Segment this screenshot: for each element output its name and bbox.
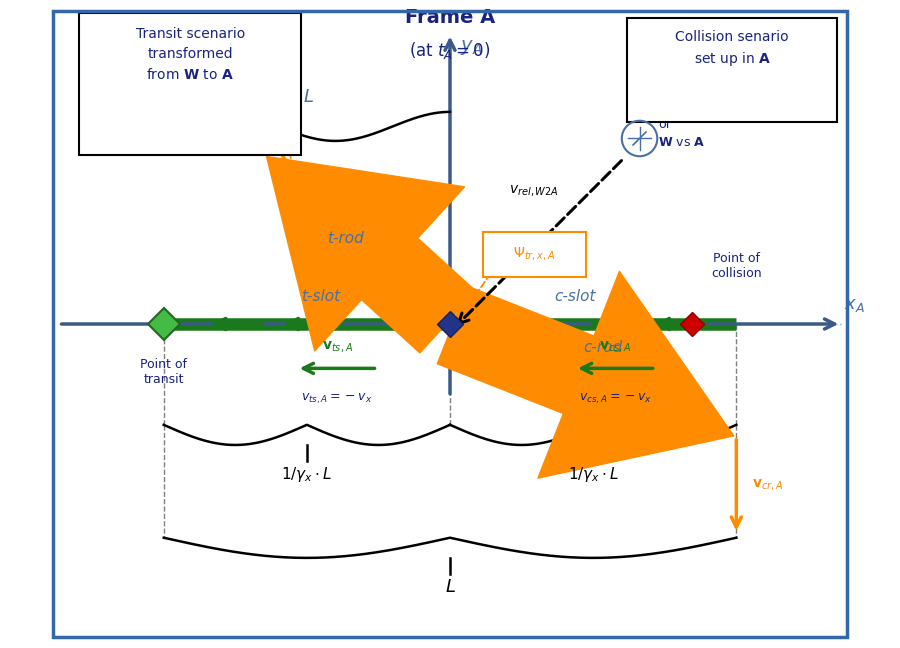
Text: Transit scenario
transformed
from $\mathbf{W}$ to $\mathbf{A}$: Transit scenario transformed from $\math… — [136, 27, 245, 82]
Text: t-rod: t-rod — [327, 231, 364, 246]
Text: (at $\mathit{t}_A = 0$): (at $\mathit{t}_A = 0$) — [410, 40, 490, 61]
FancyBboxPatch shape — [483, 232, 586, 277]
Text: $\mathbf{v}_{ts,A}$: $\mathbf{v}_{ts,A}$ — [321, 340, 353, 354]
Text: $\mathbf{v}_{cr,A}$: $\mathbf{v}_{cr,A}$ — [752, 478, 784, 493]
Text: $v_{cs,A} = - v_x$: $v_{cs,A} = - v_x$ — [579, 391, 652, 406]
Text: $\Psi_{tr,x,A}$: $\Psi_{tr,x,A}$ — [513, 246, 556, 262]
Text: Line of
relative
motion
of
$\mathbf{W}$ vs $\mathbf{A}$: Line of relative motion of $\mathbf{W}$ … — [658, 66, 706, 149]
Text: $x_A$: $x_A$ — [843, 296, 865, 314]
Text: $1/\gamma_x \cdot L$: $1/\gamma_x \cdot L$ — [568, 465, 618, 484]
Text: $\mathbf{v}_{cs,A}$: $\mathbf{v}_{cs,A}$ — [599, 340, 632, 354]
Text: $\mathbf{v}_{tr,A}$: $\mathbf{v}_{tr,A}$ — [212, 139, 243, 154]
Text: $\mathbf{\mathit{v}}_{rel,W2A}$: $\mathbf{\mathit{v}}_{rel,W2A}$ — [509, 184, 559, 199]
Text: c-slot: c-slot — [554, 290, 596, 305]
Text: t-slot: t-slot — [302, 290, 340, 305]
FancyBboxPatch shape — [627, 17, 837, 122]
Text: $y_A$: $y_A$ — [461, 38, 483, 56]
Text: $\pi/2$: $\pi/2$ — [272, 87, 294, 102]
Text: $L$: $L$ — [303, 88, 314, 106]
Text: Frame A: Frame A — [405, 8, 495, 27]
Text: c-rod: c-rod — [584, 340, 623, 355]
FancyBboxPatch shape — [79, 14, 301, 155]
Text: Point of
transit: Point of transit — [140, 358, 187, 386]
Text: $1/\gamma_x \cdot L$: $1/\gamma_x \cdot L$ — [282, 465, 332, 484]
Text: $L$: $L$ — [445, 578, 455, 596]
Text: $v_{ts,A} = - v_x$: $v_{ts,A} = - v_x$ — [302, 391, 373, 406]
Text: Point of
collision: Point of collision — [711, 251, 761, 280]
Text: Collision senario
set up in $\mathbf{A}$: Collision senario set up in $\mathbf{A}$ — [676, 30, 789, 68]
